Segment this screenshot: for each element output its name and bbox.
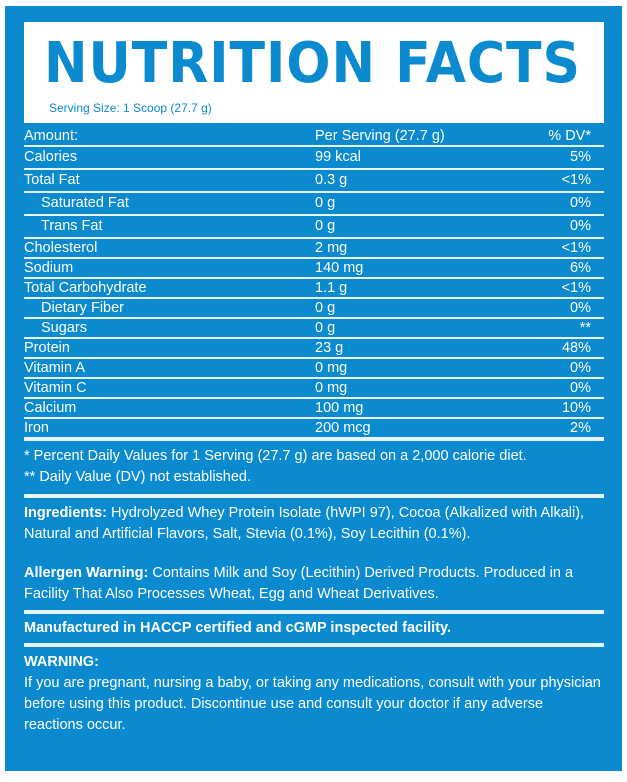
nutrient-name: Sodium bbox=[24, 260, 74, 276]
table-row: Protein 23 g 48% bbox=[24, 339, 604, 359]
nutrient-dv: 2% bbox=[570, 420, 591, 436]
nutrient-dv: <1% bbox=[561, 280, 591, 296]
nutrient-dv: <1% bbox=[561, 172, 591, 188]
allergen-warning: Allergen Warning: Contains Milk and Soy … bbox=[24, 563, 604, 605]
title: NUTRITION FACTS bbox=[44, 31, 581, 96]
nutrient-amount: 0 mg bbox=[315, 380, 348, 396]
table-row: Cholesterol 2 mg <1% bbox=[24, 239, 604, 259]
nutrient-dv: 0% bbox=[570, 360, 591, 376]
table-row: Trans Fat 0 g 0% bbox=[24, 216, 604, 239]
nutrient-dv: 5% bbox=[570, 149, 591, 165]
nutrient-dv: 10% bbox=[561, 400, 591, 416]
footnotes: * Percent Daily Values for 1 Serving (27… bbox=[24, 446, 604, 488]
table-row: Vitamin A 0 mg 0% bbox=[24, 359, 604, 379]
allergen-text: Contains Milk and Soy (Lecithin) Derived… bbox=[24, 565, 574, 602]
nutrient-amount: 200 mcg bbox=[315, 420, 371, 436]
nutrient-dv: ** bbox=[579, 320, 591, 336]
nutrient-name: Calories bbox=[24, 149, 78, 165]
divider bbox=[24, 643, 604, 647]
header: NUTRITION FACTS Serving Size: 1 Scoop (2… bbox=[24, 22, 604, 123]
table-row: Saturated Fat 0 g 0% bbox=[24, 193, 604, 216]
nutrient-name: Dietary Fiber bbox=[41, 300, 124, 316]
nutrient-amount: 0 mg bbox=[315, 360, 348, 376]
table-row: Dietary Fiber 0 g 0% bbox=[24, 299, 604, 319]
warning-text: If you are pregnant, nursing a baby, or … bbox=[24, 675, 601, 733]
nutrient-amount: 99 kcal bbox=[315, 149, 361, 165]
nutrition-table: Amount: Per Serving (27.7 g) % DV* Calor… bbox=[24, 127, 604, 441]
nutrient-amount: 140 mg bbox=[315, 260, 364, 276]
footnote: * Percent Daily Values for 1 Serving (27… bbox=[24, 448, 527, 464]
table-row: Iron 200 mcg 2% bbox=[24, 419, 604, 441]
nutrient-name: Protein bbox=[24, 340, 70, 356]
table-row: Sugars 0 g ** bbox=[24, 319, 604, 339]
nutrient-dv: 0% bbox=[570, 380, 591, 396]
table-row: Vitamin C 0 mg 0% bbox=[24, 379, 604, 399]
nutrient-name: Trans Fat bbox=[41, 218, 103, 234]
nutrient-dv: 6% bbox=[570, 260, 591, 276]
table-row: Total Carbohydrate 1.1 g <1% bbox=[24, 279, 604, 299]
table-header: Amount: Per Serving (27.7 g) % DV* bbox=[24, 127, 604, 147]
nutrient-amount: 0 g bbox=[315, 195, 336, 211]
nutrient-dv: 48% bbox=[561, 340, 591, 356]
nutrient-dv: 0% bbox=[570, 300, 591, 316]
nutrient-amount: 1.1 g bbox=[315, 280, 348, 296]
nutrient-amount: 2 mg bbox=[315, 240, 348, 256]
serving-size: Serving Size: 1 Scoop (27.7 g) bbox=[49, 101, 212, 115]
table-row: Calories 99 kcal 5% bbox=[24, 147, 604, 170]
column-header: Amount: bbox=[24, 128, 78, 144]
nutrient-dv: <1% bbox=[561, 240, 591, 256]
ingredients-text: Hydrolyzed Whey Protein Isolate (hWPI 97… bbox=[24, 505, 585, 542]
nutrient-name: Total Fat bbox=[24, 172, 80, 188]
nutrient-amount: 0.3 g bbox=[315, 172, 348, 188]
divider bbox=[24, 494, 604, 498]
nutrient-amount: 0 g bbox=[315, 320, 336, 336]
table-row: Calcium 100 mg 10% bbox=[24, 399, 604, 419]
nutrition-label: NUTRITION FACTS Serving Size: 1 Scoop (2… bbox=[5, 6, 622, 771]
nutrient-dv: 0% bbox=[570, 195, 591, 211]
warning: WARNING: If you are pregnant, nursing a … bbox=[24, 652, 604, 736]
ingredients-label: Ingredients: bbox=[24, 505, 107, 521]
table-row: Sodium 140 mg 6% bbox=[24, 259, 604, 279]
ingredients: Ingredients: Hydrolyzed Whey Protein Iso… bbox=[24, 503, 604, 545]
table-row: Total Fat 0.3 g <1% bbox=[24, 170, 604, 193]
manufactured-statement: Manufactured in HACCP certified and cGMP… bbox=[24, 620, 452, 636]
warning-label: WARNING: bbox=[24, 654, 99, 670]
nutrient-name: Saturated Fat bbox=[41, 195, 129, 211]
column-header: Per Serving (27.7 g) bbox=[315, 128, 445, 144]
nutrient-amount: 0 g bbox=[315, 218, 336, 234]
column-header: % DV* bbox=[548, 128, 591, 144]
footnote: ** Daily Value (DV) not established. bbox=[24, 469, 252, 485]
divider bbox=[24, 610, 604, 614]
nutrient-amount: 100 mg bbox=[315, 400, 364, 416]
nutrient-name: Vitamin A bbox=[24, 360, 85, 376]
nutrient-amount: 23 g bbox=[315, 340, 344, 356]
nutrient-name: Total Carbohydrate bbox=[24, 280, 147, 296]
nutrient-name: Sugars bbox=[41, 320, 87, 336]
nutrient-name: Iron bbox=[24, 420, 49, 436]
nutrient-name: Calcium bbox=[24, 400, 77, 416]
nutrient-dv: 0% bbox=[570, 218, 591, 234]
nutrient-amount: 0 g bbox=[315, 300, 336, 316]
allergen-label: Allergen Warning: bbox=[24, 565, 149, 581]
nutrient-name: Vitamin C bbox=[24, 380, 87, 396]
nutrient-name: Cholesterol bbox=[24, 240, 98, 256]
